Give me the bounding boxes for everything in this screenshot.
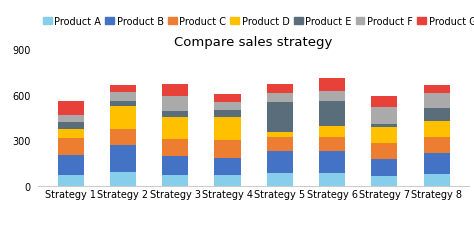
Bar bbox=[423, 174, 450, 186]
Bar bbox=[110, 173, 136, 186]
Bar bbox=[162, 97, 188, 111]
Bar bbox=[214, 141, 240, 158]
Bar bbox=[267, 102, 293, 132]
Bar bbox=[110, 107, 136, 129]
Bar bbox=[423, 86, 450, 94]
Bar bbox=[57, 129, 84, 138]
Bar bbox=[214, 102, 240, 111]
Bar bbox=[371, 160, 397, 176]
Bar bbox=[57, 115, 84, 123]
Bar bbox=[162, 117, 188, 139]
Bar bbox=[371, 124, 397, 128]
Bar bbox=[267, 85, 293, 94]
Bar bbox=[214, 117, 240, 141]
Bar bbox=[57, 155, 84, 175]
Bar bbox=[319, 126, 345, 138]
Bar bbox=[214, 111, 240, 117]
Bar bbox=[423, 153, 450, 174]
Bar bbox=[162, 175, 188, 186]
Bar bbox=[57, 138, 84, 155]
Title: Compare sales strategy: Compare sales strategy bbox=[174, 36, 333, 49]
Bar bbox=[214, 175, 240, 186]
Bar bbox=[267, 151, 293, 173]
Legend: Product A, Product B, Product C, Product D, Product E, Product F, Product G: Product A, Product B, Product C, Product… bbox=[43, 17, 474, 27]
Bar bbox=[423, 109, 450, 121]
Bar bbox=[214, 95, 240, 102]
Bar bbox=[162, 111, 188, 117]
Bar bbox=[371, 107, 397, 124]
Bar bbox=[110, 101, 136, 107]
Bar bbox=[57, 175, 84, 186]
Bar bbox=[57, 101, 84, 115]
Bar bbox=[319, 91, 345, 101]
Bar bbox=[57, 123, 84, 129]
Bar bbox=[162, 156, 188, 175]
Bar bbox=[319, 79, 345, 91]
Bar bbox=[110, 129, 136, 145]
Bar bbox=[423, 94, 450, 109]
Bar bbox=[423, 138, 450, 153]
Bar bbox=[162, 139, 188, 156]
Bar bbox=[423, 121, 450, 138]
Bar bbox=[162, 85, 188, 97]
Bar bbox=[267, 132, 293, 137]
Bar bbox=[110, 145, 136, 173]
Bar bbox=[319, 138, 345, 151]
Bar bbox=[319, 173, 345, 186]
Bar bbox=[371, 96, 397, 107]
Bar bbox=[319, 151, 345, 173]
Bar bbox=[267, 173, 293, 186]
Bar bbox=[267, 94, 293, 102]
Bar bbox=[319, 101, 345, 126]
Bar bbox=[214, 158, 240, 175]
Bar bbox=[371, 128, 397, 143]
Bar bbox=[110, 86, 136, 93]
Bar bbox=[267, 137, 293, 151]
Bar bbox=[371, 143, 397, 160]
Bar bbox=[110, 93, 136, 101]
Bar bbox=[371, 176, 397, 186]
